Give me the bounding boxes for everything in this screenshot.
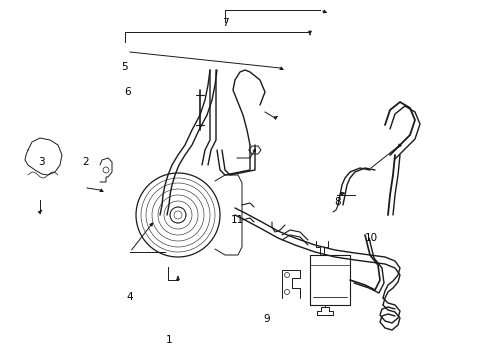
Text: 1: 1: [165, 335, 172, 345]
Text: 7: 7: [221, 18, 228, 28]
Text: 4: 4: [126, 292, 133, 302]
Text: 10: 10: [365, 233, 377, 243]
Text: 9: 9: [263, 314, 269, 324]
Text: 5: 5: [121, 62, 128, 72]
Text: 3: 3: [38, 157, 45, 167]
Text: 11: 11: [230, 215, 244, 225]
Text: 6: 6: [123, 87, 130, 97]
Text: 8: 8: [333, 197, 340, 207]
Text: 2: 2: [82, 157, 89, 167]
